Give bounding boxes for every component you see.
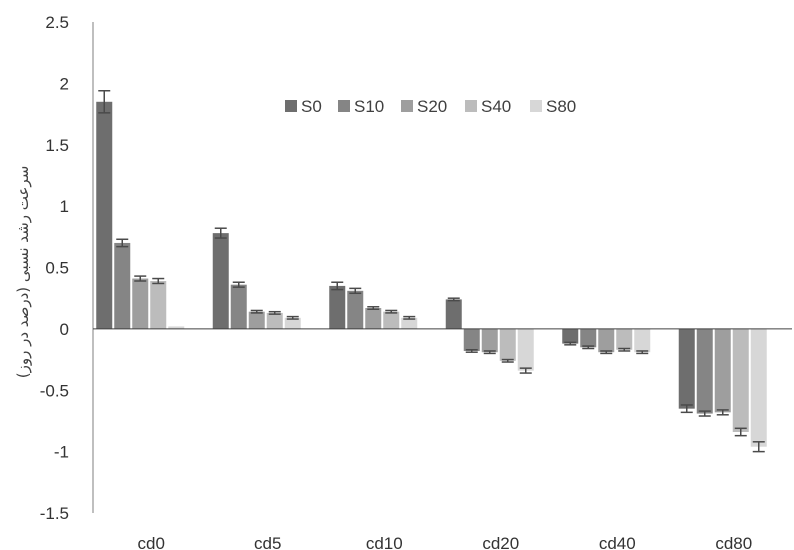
y-tick-label: 2 xyxy=(60,74,69,93)
x-axis: cd0 cd5 cd10 cd20 cd40 cd80 xyxy=(93,328,792,550)
bar xyxy=(347,290,364,329)
bar xyxy=(365,308,382,329)
bars xyxy=(96,101,767,447)
bar xyxy=(714,328,731,413)
y-tick-label: 1 xyxy=(60,197,69,216)
legend-swatch xyxy=(401,100,413,112)
bar xyxy=(499,328,516,361)
x-tick-label: cd10 xyxy=(366,534,403,550)
bar xyxy=(517,328,534,371)
bar xyxy=(150,281,167,329)
legend-label: S20 xyxy=(417,97,447,116)
y-axis: 2.5 2 1.5 1 0.5 0 -0.5 -1 -1.5 xyxy=(40,13,94,523)
y-tick-label: 0.5 xyxy=(45,259,69,278)
legend-label: S0 xyxy=(301,97,322,116)
bar xyxy=(732,328,749,432)
bar xyxy=(616,328,633,350)
legend-label: S40 xyxy=(481,97,511,116)
y-axis-label: سرعت رشد نسبی (درصد در روز) xyxy=(14,166,32,379)
legend-swatch xyxy=(530,100,542,112)
bar xyxy=(212,233,229,329)
x-tick-label: cd5 xyxy=(254,534,281,550)
bar xyxy=(580,328,597,348)
y-tick-label: 2.5 xyxy=(45,13,69,32)
bar xyxy=(463,328,480,351)
bar xyxy=(634,328,651,353)
bar xyxy=(445,299,462,329)
bar xyxy=(750,328,767,447)
y-tick-label: -0.5 xyxy=(40,381,69,400)
legend: S0 S10 S20 S40 S80 xyxy=(285,97,576,116)
x-tick-label: cd20 xyxy=(482,534,519,550)
bar xyxy=(132,278,149,329)
bar xyxy=(678,328,695,409)
bar xyxy=(284,317,301,329)
bar xyxy=(383,311,400,329)
bar xyxy=(266,312,283,329)
legend-label: S80 xyxy=(546,97,576,116)
bar xyxy=(696,328,713,414)
bar xyxy=(248,311,265,329)
error-bars xyxy=(98,89,765,453)
bar xyxy=(598,328,615,353)
legend-swatch xyxy=(465,100,477,112)
y-tick-label: -1.5 xyxy=(40,504,69,523)
legend-label: S10 xyxy=(354,97,384,116)
x-tick-label: cd0 xyxy=(138,534,165,550)
bar xyxy=(168,326,185,329)
bar xyxy=(562,328,579,344)
legend-swatch xyxy=(338,100,350,112)
y-tick-label: -1 xyxy=(54,443,69,462)
bar xyxy=(230,284,247,329)
bar xyxy=(96,101,113,329)
y-tick-label: 1.5 xyxy=(45,136,69,155)
y-tick-label: 0 xyxy=(60,320,69,339)
bar xyxy=(329,285,346,329)
bar xyxy=(114,242,131,329)
legend-swatch xyxy=(285,100,297,112)
bar xyxy=(401,317,418,329)
bar xyxy=(481,328,498,353)
x-tick-label: cd40 xyxy=(599,534,636,550)
x-tick-label: cd80 xyxy=(715,534,752,550)
